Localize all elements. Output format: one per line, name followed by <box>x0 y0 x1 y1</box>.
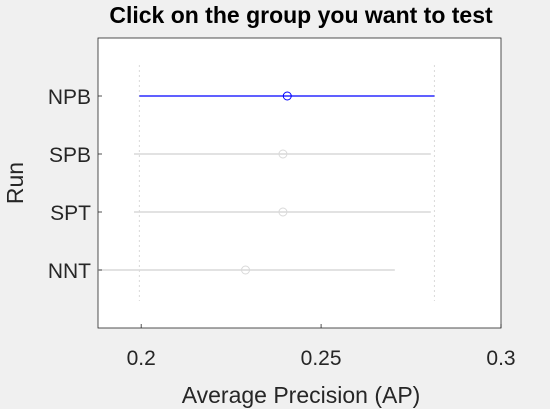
y-tick-label-nnt: NNT <box>48 260 91 283</box>
y-axis-label: Run <box>2 162 28 204</box>
chart-title: Click on the group you want to test <box>109 2 493 28</box>
y-tick-label-spb: SPB <box>49 144 91 167</box>
mean-marker-npb[interactable] <box>282 91 292 101</box>
mean-marker-nnt[interactable] <box>241 265 251 275</box>
group-marks[interactable] <box>98 91 435 275</box>
mean-marker-spt[interactable] <box>278 207 288 217</box>
y-tick-label-spt: SPT <box>50 202 91 225</box>
x-axis-ticks: 0.2 0.25 0.3 <box>127 324 516 370</box>
x-tick-label-1: 0.25 <box>301 347 342 370</box>
x-axis-label: Average Precision (AP) <box>182 382 421 408</box>
y-axis-ticks: NPB SPB SPT NNT <box>48 86 102 283</box>
y-tick-label-npb: NPB <box>48 86 91 109</box>
x-tick-label-0: 0.2 <box>127 347 156 370</box>
mean-marker-spb[interactable] <box>278 149 288 159</box>
plot-area[interactable] <box>97 37 502 329</box>
reference-lines <box>138 65 435 301</box>
x-tick-label-2: 0.3 <box>486 347 515 370</box>
